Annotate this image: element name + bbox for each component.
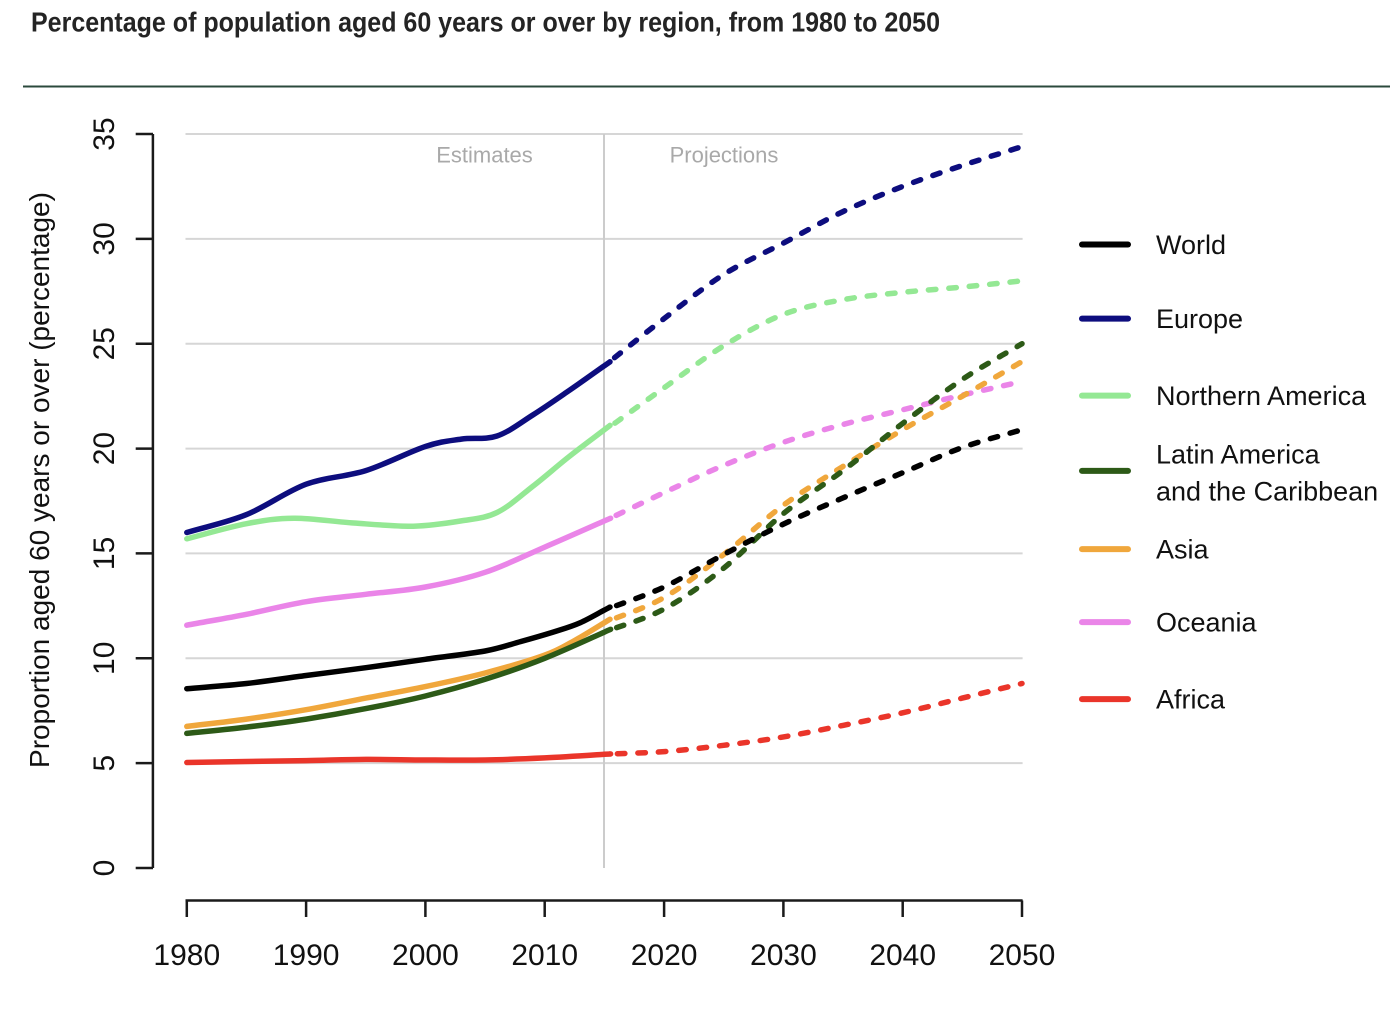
svg-text:Latin America: Latin America bbox=[1156, 439, 1321, 469]
svg-text:Projections: Projections bbox=[670, 143, 779, 168]
svg-text:5: 5 bbox=[88, 755, 121, 772]
svg-text:Africa: Africa bbox=[1156, 685, 1226, 715]
svg-text:and the Caribbean: and the Caribbean bbox=[1156, 476, 1378, 506]
svg-text:25: 25 bbox=[88, 327, 121, 360]
svg-text:Estimates: Estimates bbox=[436, 143, 533, 168]
svg-text:2010: 2010 bbox=[511, 939, 578, 972]
svg-text:1990: 1990 bbox=[273, 939, 340, 972]
svg-text:2050: 2050 bbox=[989, 939, 1056, 972]
svg-text:1980: 1980 bbox=[153, 939, 220, 972]
svg-text:2020: 2020 bbox=[631, 939, 698, 972]
svg-text:Proportion aged 60 years or ov: Proportion aged 60 years or over (percen… bbox=[24, 192, 55, 768]
svg-text:Northern America: Northern America bbox=[1156, 381, 1367, 411]
svg-text:35: 35 bbox=[88, 117, 121, 150]
svg-text:30: 30 bbox=[88, 222, 121, 255]
svg-text:Percentage of population aged: Percentage of population aged 60 years o… bbox=[31, 7, 940, 38]
svg-text:2030: 2030 bbox=[750, 939, 817, 972]
svg-text:World: World bbox=[1156, 230, 1226, 260]
svg-text:15: 15 bbox=[88, 537, 121, 570]
svg-text:Oceania: Oceania bbox=[1156, 608, 1258, 638]
svg-text:Asia: Asia bbox=[1156, 535, 1210, 565]
svg-text:2000: 2000 bbox=[392, 939, 459, 972]
svg-text:Europe: Europe bbox=[1156, 304, 1243, 334]
svg-text:0: 0 bbox=[88, 860, 121, 877]
svg-text:20: 20 bbox=[88, 432, 121, 465]
svg-text:10: 10 bbox=[88, 642, 121, 675]
svg-text:2040: 2040 bbox=[869, 939, 936, 972]
